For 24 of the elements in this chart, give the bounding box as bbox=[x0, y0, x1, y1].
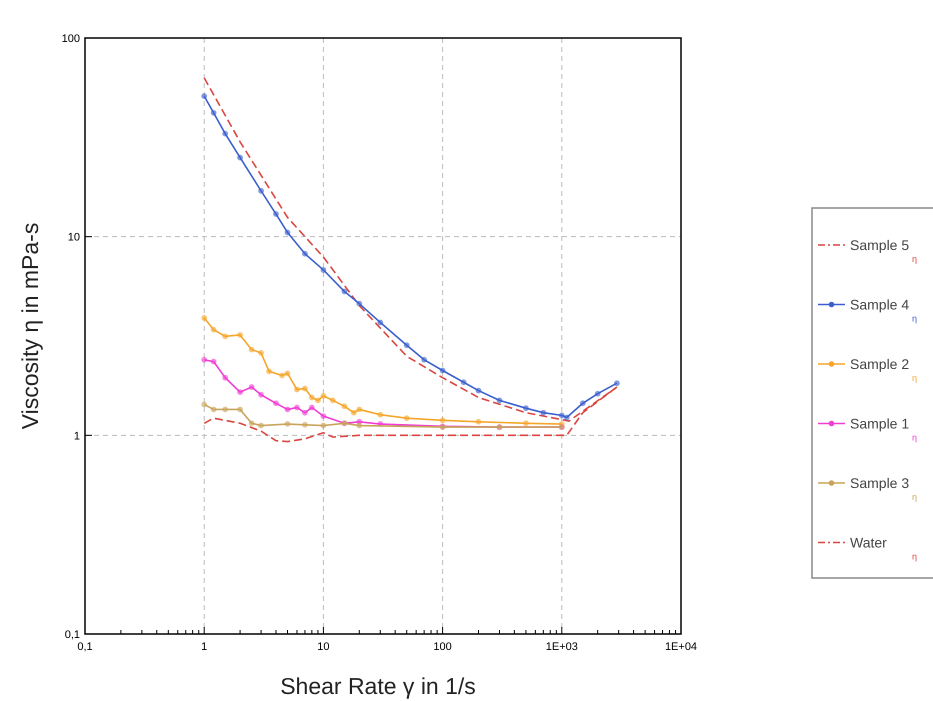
y-tick-label: 100 bbox=[62, 33, 80, 45]
legend-label: Water bbox=[850, 534, 888, 550]
text: η bbox=[912, 432, 918, 442]
text: η bbox=[912, 492, 918, 502]
y-tick-label: 10 bbox=[68, 232, 80, 244]
x-tick-label: 1E+04 bbox=[664, 641, 698, 653]
x-axis-title: Shear Rate γ in 1/s bbox=[280, 673, 476, 699]
legend-label: Sample 5 bbox=[850, 237, 910, 253]
text: η bbox=[912, 373, 918, 383]
text: η bbox=[912, 254, 918, 264]
y-axis-title: Viscosity η in mPa-s bbox=[17, 222, 43, 430]
x-tick-label: 0,1 bbox=[77, 641, 93, 653]
text: η bbox=[912, 314, 918, 324]
y-tick-label: 0,1 bbox=[64, 629, 80, 641]
x-tick-label: 100 bbox=[433, 641, 452, 653]
x-tick-label: 1E+03 bbox=[546, 641, 578, 653]
legend-label: Sample 2 bbox=[850, 356, 910, 372]
x-tick-label: 10 bbox=[317, 641, 330, 653]
legend-label: Sample 3 bbox=[850, 475, 910, 491]
text: η bbox=[912, 552, 918, 562]
y-tick-label: 1 bbox=[74, 430, 80, 442]
x-tick-label: 1 bbox=[201, 641, 208, 653]
legend-label: Sample 4 bbox=[850, 296, 910, 312]
legend-label: Sample 1 bbox=[850, 416, 910, 432]
